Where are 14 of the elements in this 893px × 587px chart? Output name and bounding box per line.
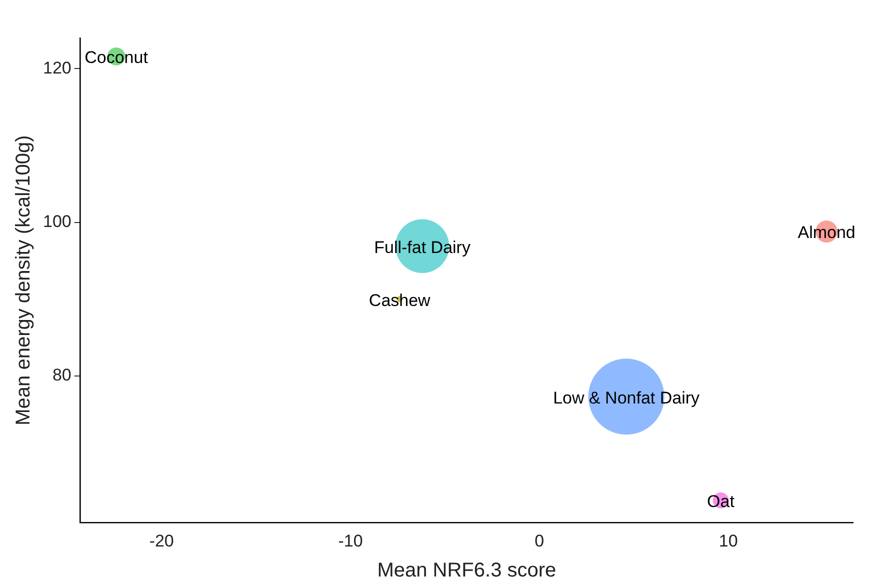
y-axis-title: Mean energy density (kcal/100g)	[12, 135, 35, 426]
x-tick-label: 10	[718, 531, 738, 550]
x-tick-label: 0	[534, 531, 544, 550]
series-label: Almond	[798, 223, 856, 242]
series-label: Cashew	[368, 290, 432, 310]
x-axis-title: Mean NRF6.3 score	[377, 560, 556, 582]
x-tick-label: -10	[338, 531, 363, 550]
series-label: Oat	[707, 492, 735, 512]
series-label: Low & Nonfat Dairy	[553, 388, 700, 408]
y-tick-label: 80	[52, 366, 72, 385]
y-tick-label: 100	[42, 212, 72, 232]
series-label: Coconut	[84, 48, 148, 68]
y-tick-label: 120	[42, 58, 72, 78]
x-tick-label: -20	[149, 531, 174, 550]
